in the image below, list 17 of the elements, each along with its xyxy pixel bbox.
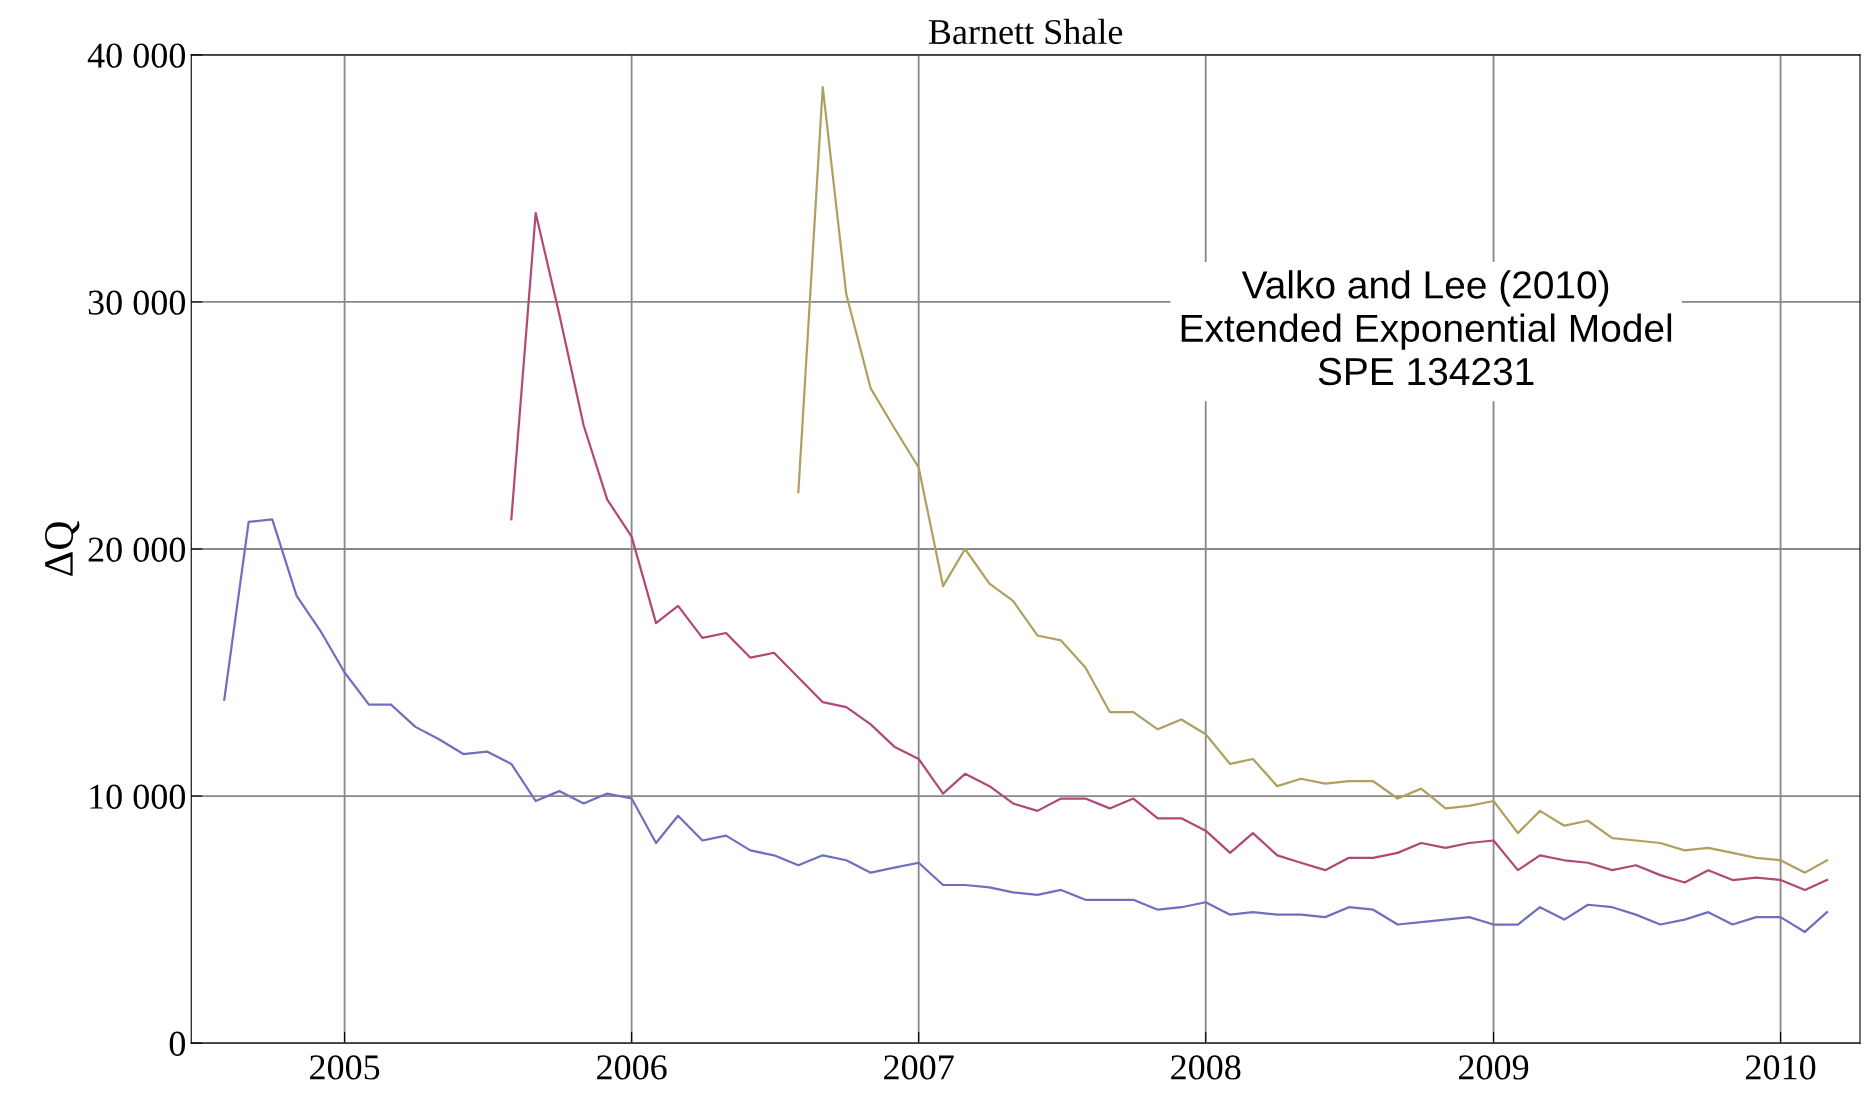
annotation: Valko and Lee (2010) Extended Exponential Model SPE 134231	[1181, 270, 1672, 386]
x-tick-label: 2008	[1171, 1055, 1241, 1080]
x-tick-label: 2005	[310, 1055, 380, 1080]
chart-title: Barnett Shale	[928, 18, 1123, 45]
line-series	[797, 85, 1829, 874]
x-tick-label: 2007	[884, 1055, 954, 1080]
line-series	[223, 518, 1829, 934]
x-tick-label: 2009	[1459, 1055, 1529, 1080]
x-tick-label: 2010	[1746, 1055, 1816, 1080]
y-tick-label: 30 000	[88, 290, 186, 315]
y-tick-label: 0	[169, 1031, 186, 1056]
y-tick-label: 10 000	[90, 784, 186, 809]
y-tick-label: 20 000	[88, 537, 186, 562]
y-axis-title: ΔQ	[45, 521, 80, 576]
line-series	[510, 211, 1829, 892]
x-tick-label: 2006	[597, 1055, 667, 1080]
y-tick-label: 40 000	[87, 43, 186, 68]
